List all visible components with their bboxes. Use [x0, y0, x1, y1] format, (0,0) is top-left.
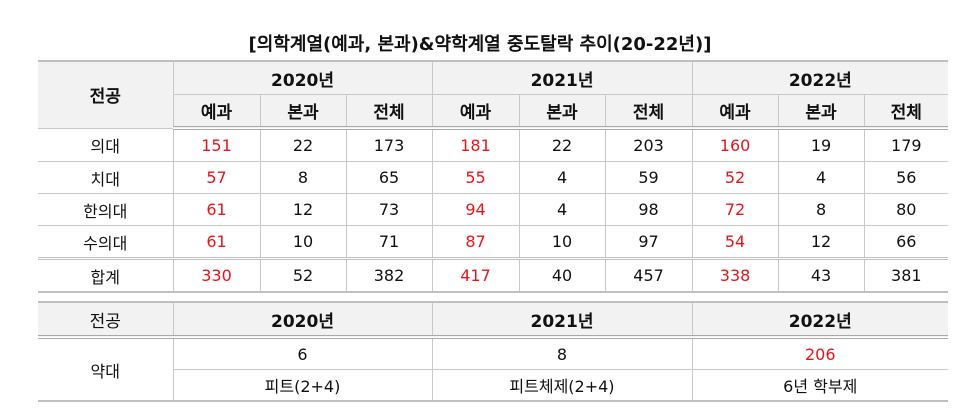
- total-count: 173: [345, 128, 433, 162]
- premed-count: 417: [431, 258, 520, 292]
- table-row: 의대 151 22 173 181 22 203 160 19 179: [38, 128, 949, 162]
- system-2022: 6년 학부제: [691, 369, 948, 401]
- year-header-2020: 2020년: [172, 302, 433, 339]
- main-count: 12: [777, 225, 865, 260]
- total-count: 80: [863, 193, 949, 226]
- premed-count: 338: [691, 258, 779, 292]
- main-count: 12: [259, 193, 347, 226]
- premed-count: 160: [691, 128, 779, 162]
- major-label: 한의대: [38, 193, 174, 226]
- major-header: 전공: [38, 61, 174, 129]
- total-count: 56: [863, 161, 949, 194]
- dropout-count-2021: 8: [431, 337, 693, 370]
- main-count: 10: [518, 225, 606, 260]
- sub-header-main: 본과: [259, 94, 347, 130]
- major-label: 약대: [38, 337, 174, 402]
- premed-count: 54: [691, 225, 779, 260]
- premed-count: 55: [431, 161, 520, 194]
- major-label: 치대: [38, 161, 174, 194]
- dropout-count-2020: 6: [172, 337, 433, 370]
- table-row: 치대 57 8 65 55 4 59 52 4 56: [38, 161, 949, 194]
- table-row: 약대 6 8 206: [38, 337, 948, 402]
- medical-dropout-table: 전공 2020년 2021년 2022년 예과 본과 전체 예과 본과 전체 예…: [38, 60, 949, 293]
- total-count: 66: [863, 225, 949, 260]
- year-header-2022: 2022년: [691, 302, 948, 339]
- major-label: 수의대: [38, 225, 174, 260]
- sub-header-premed: 예과: [173, 94, 261, 130]
- main-count: 43: [777, 258, 865, 292]
- system-2020: 피트(2+4): [173, 369, 433, 401]
- total-count: 73: [345, 193, 433, 226]
- year-header-2021: 2021년: [431, 61, 693, 95]
- main-count: 19: [777, 128, 865, 162]
- total-count: 71: [345, 225, 433, 260]
- table-row: 피트(2+4) 피트체제(2+4) 6년 학부제: [38, 369, 948, 401]
- system-2021: 피트체제(2+4): [431, 369, 693, 401]
- total-count: 179: [863, 128, 949, 162]
- year-header-2022: 2022년: [691, 61, 949, 95]
- sub-header-total: 전체: [863, 94, 949, 130]
- premed-count: 52: [691, 161, 779, 194]
- page-title: [의학계열(예과, 본과)&약학계열 중도탈락 추이(20-22년)]: [248, 34, 712, 55]
- table-row: 수의대 61 10 71 87 10 97 54 12 66: [38, 225, 949, 260]
- premed-count: 61: [172, 225, 261, 260]
- sub-header-premed: 예과: [431, 94, 520, 130]
- total-count: 65: [345, 161, 433, 194]
- main-count: 4: [518, 193, 606, 226]
- year-header-2020: 2020년: [172, 61, 433, 95]
- main-count: 4: [518, 161, 606, 194]
- total-count: 457: [604, 258, 693, 292]
- total-count: 381: [863, 258, 949, 292]
- sub-header-premed: 예과: [691, 94, 779, 130]
- premed-count: 87: [431, 225, 520, 260]
- sub-header-main: 본과: [777, 94, 865, 130]
- premed-count: 151: [172, 128, 261, 162]
- main-count: 40: [518, 258, 606, 292]
- premed-count: 61: [172, 193, 261, 226]
- total-row: 합계 330 52 382 417 40 457 338 43 381: [38, 258, 949, 292]
- year-header-2021: 2021년: [431, 302, 693, 339]
- total-count: 382: [345, 258, 433, 292]
- main-count: 8: [259, 161, 347, 194]
- dropout-count-2022: 206: [691, 337, 948, 370]
- main-count: 52: [259, 258, 347, 292]
- total-count: 98: [604, 193, 693, 226]
- premed-count: 181: [431, 128, 520, 162]
- major-label: 합계: [38, 258, 174, 292]
- premed-count: 330: [172, 258, 261, 292]
- main-count: 4: [777, 161, 865, 194]
- main-count: 22: [259, 128, 347, 162]
- major-header: 전공: [38, 302, 174, 339]
- main-count: 10: [259, 225, 347, 260]
- total-count: 97: [604, 225, 693, 260]
- sub-header-total: 전체: [604, 94, 693, 130]
- major-label: 의대: [38, 128, 174, 162]
- main-count: 8: [777, 193, 865, 226]
- premed-count: 94: [431, 193, 520, 226]
- sub-header-total: 전체: [345, 94, 433, 130]
- total-count: 203: [604, 128, 693, 162]
- sub-header-main: 본과: [518, 94, 606, 130]
- pharmacy-dropout-table: 전공 2020년 2021년 2022년 약대 6 8 206 피트(2+4) …: [38, 301, 948, 402]
- main-count: 22: [518, 128, 606, 162]
- table-row: 한의대 61 12 73 94 4 98 72 8 80: [38, 193, 949, 226]
- premed-count: 57: [172, 161, 261, 194]
- total-count: 59: [604, 161, 693, 194]
- premed-count: 72: [691, 193, 779, 226]
